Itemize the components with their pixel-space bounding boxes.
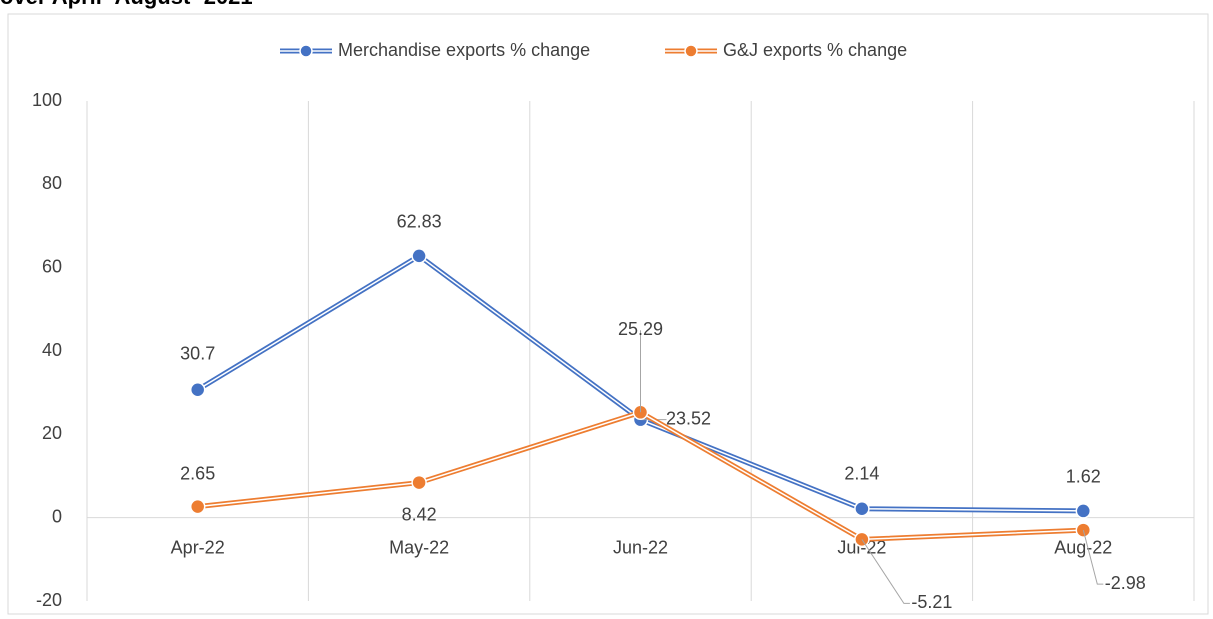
data-label: 30.7 — [180, 344, 215, 364]
marker — [411, 474, 427, 491]
x-tick-label: Jul-22 — [837, 537, 886, 557]
data-label: -5.21 — [911, 592, 952, 612]
data-label: 23.52 — [666, 408, 711, 428]
y-tick-label: 60 — [42, 256, 62, 276]
marker — [854, 501, 870, 517]
y-tick-label: 0 — [52, 506, 62, 526]
data-label: 62.83 — [397, 212, 442, 232]
x-tick-label: Aug-22 — [1054, 537, 1112, 557]
legend-marker — [684, 44, 698, 58]
chart-title: over April- August- 2021 — [0, 0, 253, 9]
leader-line — [861, 539, 910, 604]
leader-line — [1082, 529, 1104, 585]
data-label: 2.14 — [844, 464, 879, 484]
data-label: 25.29 — [618, 319, 663, 339]
data-label: 2.65 — [180, 463, 215, 483]
legend-marker — [299, 44, 313, 58]
legend-label: Merchandise exports % change — [338, 40, 590, 60]
data-label: -2.98 — [1105, 573, 1146, 593]
y-tick-label: 20 — [42, 423, 62, 443]
x-tick-label: Jun-22 — [613, 537, 668, 557]
y-tick-label: 80 — [42, 173, 62, 193]
marker — [189, 498, 206, 515]
marker — [411, 248, 427, 264]
x-tick-label: Apr-22 — [171, 537, 225, 557]
marker — [1075, 503, 1092, 519]
legend-label: G&J exports % change — [723, 40, 907, 60]
data-label: 8.42 — [402, 504, 437, 524]
x-tick-label: May-22 — [389, 537, 449, 557]
y-tick-label: -20 — [36, 590, 62, 610]
marker — [189, 382, 206, 398]
y-tick-label: 40 — [42, 340, 62, 360]
data-label: 1.62 — [1066, 467, 1101, 487]
chart-frame — [7, 13, 1209, 615]
y-tick-label: 100 — [32, 90, 62, 110]
